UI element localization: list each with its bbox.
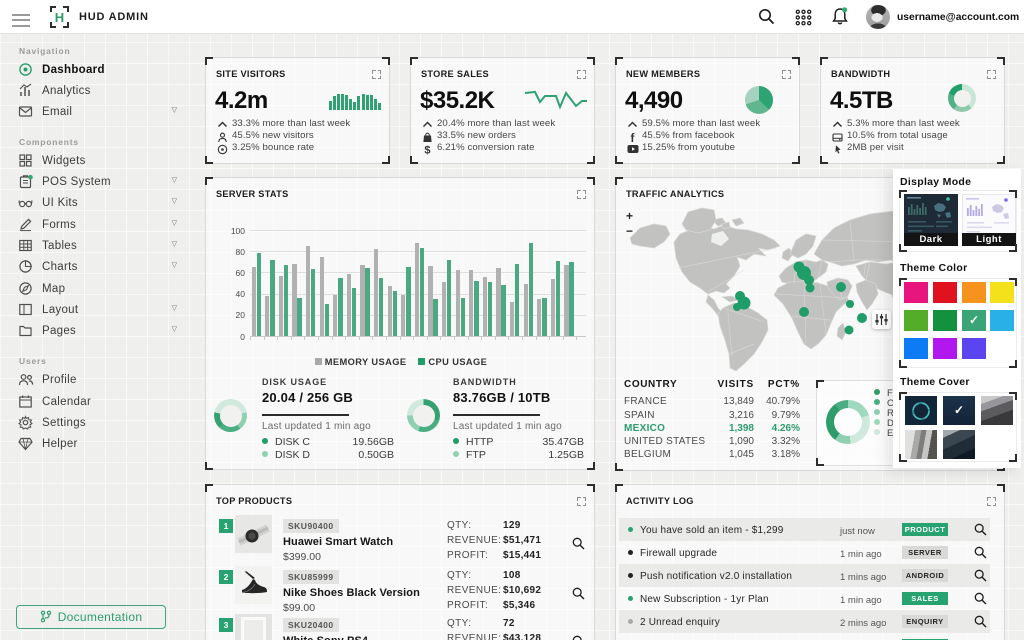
svg-text:$: $ bbox=[424, 145, 430, 156]
svg-text:f: f bbox=[631, 133, 635, 143]
